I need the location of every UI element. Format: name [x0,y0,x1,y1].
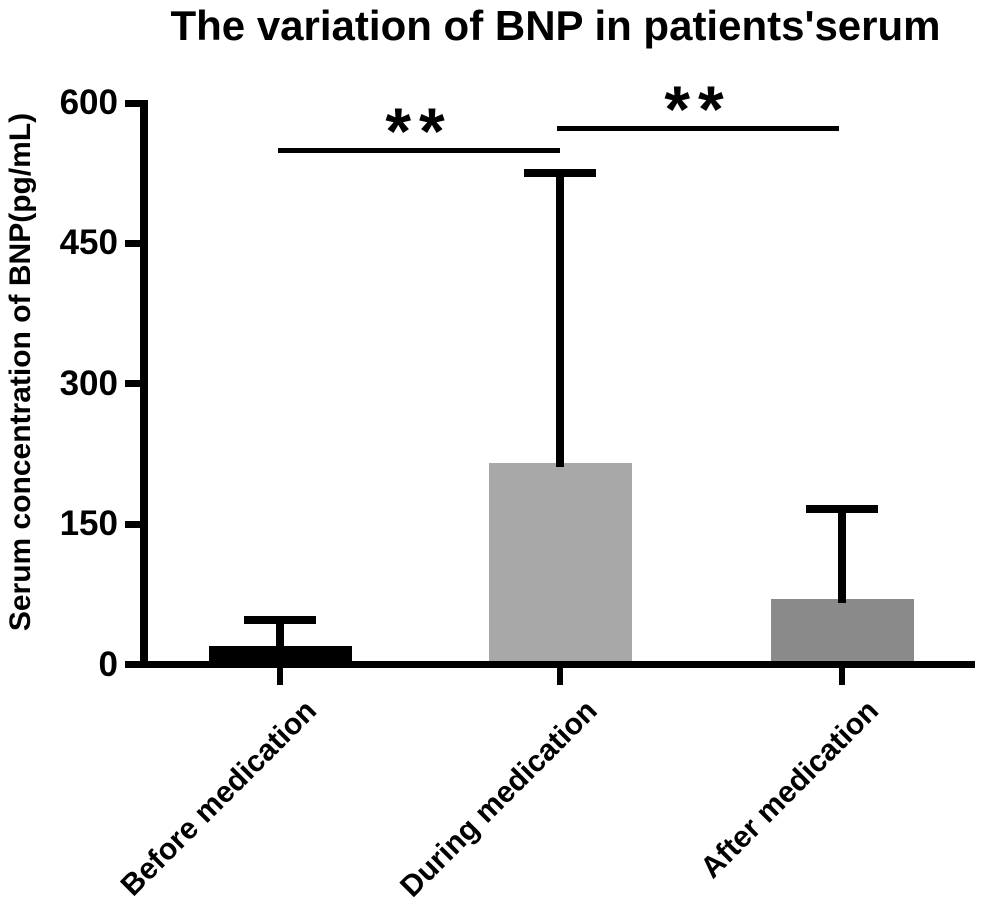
significance-stars-1: ** [385,94,453,168]
significance-line-1 [278,148,560,153]
x-axis-line [125,661,975,668]
error-bar-cap-after [806,505,878,514]
chart-title: The variation of BNP in patients'serum [170,2,941,49]
error-bar-cap-during [524,169,596,178]
y-tick-label-150: 150 [59,504,118,544]
x-tick-mark-after [839,668,845,685]
y-tick-label-0: 0 [98,644,118,684]
y-tick-mark [125,520,141,528]
error-bar-line-after [838,509,846,603]
y-tick-mark [125,239,141,247]
x-tick-mark-before [277,668,283,685]
error-bar-cap-before [244,615,316,624]
y-tick-label-600: 600 [59,83,118,122]
x-label-during-medication: During medication [393,694,604,902]
y-tick-mark [125,380,141,388]
y-tick-label-300: 300 [59,363,118,403]
bar-after-medication [770,598,914,668]
error-bar-line-before [276,619,284,650]
significance-stars-2: ** [664,72,732,146]
significance-line-2 [557,126,839,131]
y-axis-line [140,100,148,668]
bar-during-medication [488,463,632,668]
y-tick-label-450: 450 [59,223,118,263]
x-label-after-medication: After medication [694,694,886,885]
x-label-before-medication: Before medication [114,694,324,902]
y-tick-mark [125,99,141,107]
x-tick-mark-during [557,668,563,685]
error-bar-line-during [556,173,564,468]
